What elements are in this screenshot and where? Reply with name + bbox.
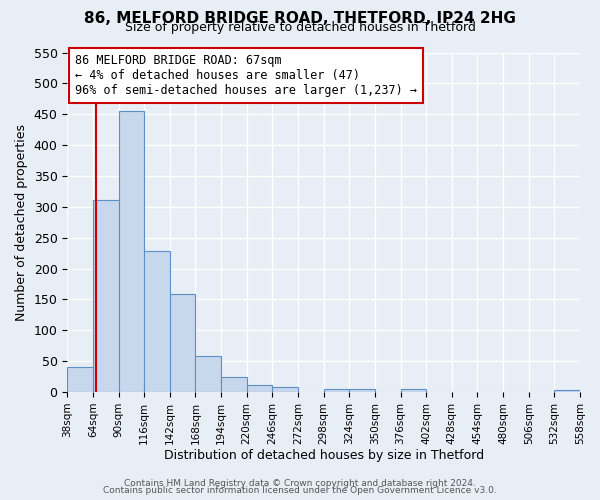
Bar bbox=[119, 110, 144, 392]
Bar bbox=[401, 389, 426, 392]
X-axis label: Distribution of detached houses by size in Thetford: Distribution of detached houses by size … bbox=[164, 450, 484, 462]
Text: 86, MELFORD BRIDGE ROAD, THETFORD, IP24 2HG: 86, MELFORD BRIDGE ROAD, THETFORD, IP24 … bbox=[84, 11, 516, 26]
Bar bbox=[323, 389, 349, 392]
Y-axis label: Number of detached properties: Number of detached properties bbox=[15, 124, 28, 321]
Bar bbox=[144, 250, 170, 392]
Bar bbox=[272, 387, 298, 392]
Bar bbox=[247, 384, 272, 392]
Bar bbox=[67, 368, 93, 392]
Bar bbox=[349, 389, 375, 392]
Text: Contains HM Land Registry data © Crown copyright and database right 2024.: Contains HM Land Registry data © Crown c… bbox=[124, 478, 476, 488]
Text: Contains public sector information licensed under the Open Government Licence v3: Contains public sector information licen… bbox=[103, 486, 497, 495]
Bar bbox=[554, 390, 580, 392]
Bar bbox=[170, 294, 196, 392]
Bar bbox=[196, 356, 221, 392]
Text: 86 MELFORD BRIDGE ROAD: 67sqm
← 4% of detached houses are smaller (47)
96% of se: 86 MELFORD BRIDGE ROAD: 67sqm ← 4% of de… bbox=[75, 54, 417, 97]
Text: Size of property relative to detached houses in Thetford: Size of property relative to detached ho… bbox=[125, 22, 475, 35]
Bar bbox=[93, 200, 119, 392]
Bar bbox=[221, 376, 247, 392]
